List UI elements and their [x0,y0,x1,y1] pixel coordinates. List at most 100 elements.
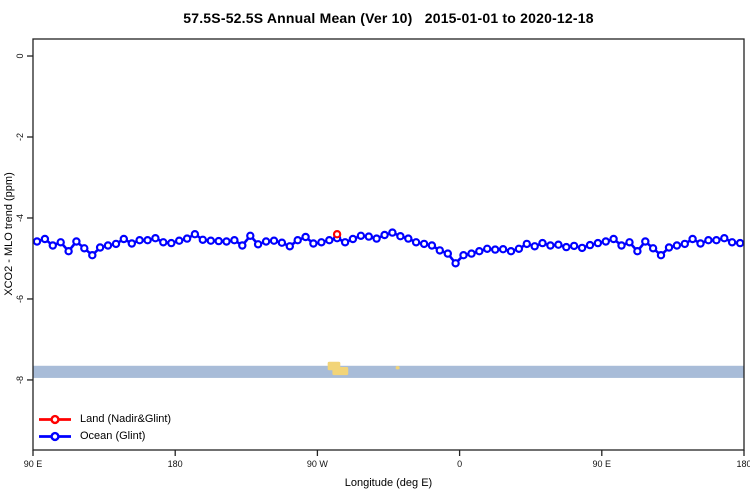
data-point-ocean-glint [56,238,65,247]
x-tick-label: 90 E [593,459,612,469]
data-point-ocean-glint [190,229,200,239]
data-point-ocean-glint [680,239,690,249]
data-point-ocean-glint [514,244,524,253]
data-point-ocean-glint [230,235,239,245]
data-point-ocean-glint [419,239,429,249]
data-point-ocean-glint [443,249,452,258]
data-point-ocean-glint [88,250,97,260]
data-point-ocean-glint [222,237,231,246]
data-point-ocean-glint [111,239,121,249]
data-point-ocean-glint [672,241,682,250]
x-tick-label: 0 [457,459,462,469]
data-point-ocean-glint [95,243,105,252]
data-point-ocean-glint [609,234,618,244]
data-point-ocean-glint [554,240,563,249]
data-point-ocean-glint [238,241,247,250]
legend-marker-ocean-icon [39,431,71,442]
legend: Land (Nadir&Glint) Ocean (Glint) [38,412,171,444]
data-point-ocean-glint [688,234,697,244]
data-point-ocean-glint [174,236,184,245]
y-tick-label: -6 [15,295,25,303]
data-point-ocean-glint [483,244,492,253]
data-point-ocean-glint [704,235,713,245]
data-point-ocean-glint [269,236,279,245]
data-point-ocean-glint [40,234,50,244]
data-point-ocean-glint [364,232,373,241]
data-point-ocean-glint [356,231,366,240]
x-tick-label: 180 [168,459,183,469]
data-point-ocean-glint [167,238,176,248]
data-point-ocean-glint [641,237,650,246]
data-point-ocean-glint [135,235,144,245]
data-point-ocean-glint [206,236,215,245]
data-point-ocean-glint [198,235,207,244]
data-point-ocean-glint [151,233,160,243]
data-point-ocean-glint [664,243,674,252]
data-point-ocean-glint [285,242,294,251]
data-point-ocean-glint [317,238,326,247]
data-point-ocean-glint [562,242,571,252]
data-point-ocean-glint [309,239,318,248]
data-point-ocean-glint [143,235,152,245]
data-point-ocean-glint [451,259,460,268]
data-point-ocean-glint [348,234,358,244]
data-point-ocean-glint [182,234,192,243]
data-point-ocean-glint [633,246,642,256]
data-point-ocean-glint [261,237,271,246]
data-point-ocean-glint [656,250,666,260]
data-point-ocean-glint [593,238,603,248]
data-point-ocean-glint [325,235,334,245]
data-point-ocean-glint [404,234,413,243]
data-point-ocean-glint [530,242,539,251]
data-point-ocean-glint [103,241,113,250]
data-point-ocean-glint [396,231,405,241]
data-point-ocean-glint [427,241,437,250]
y-tick-label: -4 [15,214,25,222]
legend-label-land: Land (Nadir&Glint) [80,413,172,425]
data-point-ocean-glint [253,240,263,249]
chart-title: 57.5S-52.5S Annual Mean (Ver 10) 2015-01… [183,10,594,26]
data-point-ocean-glint [32,237,42,246]
data-point-ocean-glint [388,228,397,237]
data-point-ocean-glint [727,238,737,247]
data-point-ocean-glint [491,245,500,254]
plot-border [32,38,745,451]
x-tick-label: 180 [736,459,750,469]
data-point-ocean-glint [648,244,658,253]
data-point-ocean-glint [522,239,532,249]
legend-item-ocean: Ocean (Glint) [38,429,171,444]
data-point-ocean-glint [585,240,595,250]
data-point-ocean-glint [625,238,634,247]
data-point-ocean-glint [411,238,421,247]
data-point-ocean-glint [64,246,73,256]
y-tick-label: -8 [15,376,25,384]
data-point-ocean-glint [127,239,136,248]
map-strip-land-patch [395,366,400,370]
data-point-land-nadir-glint [332,229,342,239]
data-point-ocean-glint [159,238,168,247]
y-tick-label: -2 [15,133,25,141]
data-point-ocean-glint [538,238,547,248]
data-point-ocean-glint [246,231,255,240]
data-point-ocean-glint [119,234,129,244]
data-point-ocean-glint [467,249,476,258]
data-point-ocean-glint [712,235,721,245]
data-point-ocean-glint [435,246,444,255]
data-point-ocean-glint [214,236,223,246]
data-point-ocean-glint [569,241,579,251]
data-point-ocean-glint [475,246,484,256]
data-point-ocean-glint [277,238,287,247]
data-point-ocean-glint [72,237,81,246]
data-point-ocean-glint [340,238,350,247]
data-point-ocean-glint [577,243,587,253]
data-point-ocean-glint [696,239,705,248]
data-point-ocean-glint [372,234,381,243]
data-point-ocean-glint [617,241,626,250]
data-point-ocean-glint [735,238,745,248]
data-point-ocean-glint [459,250,468,260]
data-point-ocean-glint [48,241,58,250]
data-point-ocean-glint [498,244,508,254]
legend-label-ocean: Ocean (Glint) [80,430,146,442]
